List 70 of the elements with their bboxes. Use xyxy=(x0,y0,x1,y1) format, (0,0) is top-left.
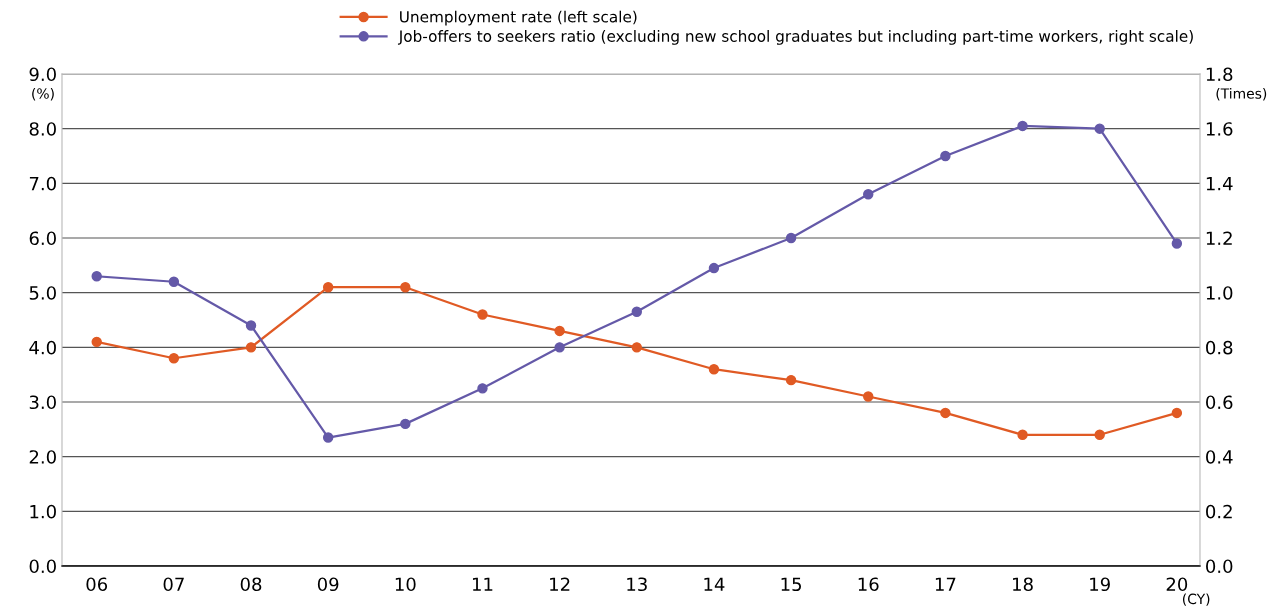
y-tick-label: 4.0 xyxy=(29,340,56,355)
point xyxy=(1017,429,1028,441)
y2-tick-label: 1.0 xyxy=(1206,286,1233,300)
point xyxy=(477,383,488,394)
y-tick-label: 0.0 xyxy=(29,559,56,574)
y2-tick-label: 0.6 xyxy=(1206,395,1233,410)
point xyxy=(1171,407,1183,419)
x-tick-label: 08 xyxy=(240,577,262,592)
y-tick-label: 2.0 xyxy=(29,450,56,464)
y-tick-label: 3.0 xyxy=(29,395,56,410)
y2-tick-label: 1.8 xyxy=(1206,67,1233,82)
point xyxy=(245,320,257,331)
point xyxy=(477,309,488,320)
point xyxy=(785,232,797,244)
y2-tick-label: 0.0 xyxy=(1206,559,1233,574)
x-tick-label: 20 xyxy=(1166,577,1188,592)
point xyxy=(322,432,334,443)
x-tick-label: 16 xyxy=(858,577,879,592)
point xyxy=(322,281,334,293)
point xyxy=(631,342,642,353)
x-tick-label: 15 xyxy=(781,577,801,592)
point xyxy=(940,407,951,419)
x-tick-label: 12 xyxy=(550,577,570,591)
text: (CY) xyxy=(1182,593,1210,606)
text: (Times) xyxy=(1216,88,1267,101)
point xyxy=(1017,120,1028,132)
y2-tick-label: 0.2 xyxy=(1206,504,1232,519)
point xyxy=(245,342,257,353)
point xyxy=(554,342,565,353)
x-tick-label: 09 xyxy=(317,577,339,592)
point xyxy=(631,306,642,318)
y2-tick-label: 1.4 xyxy=(1206,177,1233,191)
point xyxy=(1094,429,1105,441)
point xyxy=(1094,123,1105,134)
point xyxy=(863,189,874,200)
y-tick-label: 7.0 xyxy=(29,176,56,191)
x-tick-label: 19 xyxy=(1090,577,1110,592)
point xyxy=(554,325,565,337)
point xyxy=(708,262,720,274)
y-tick-label: 9.0 xyxy=(29,67,56,82)
legend-label: Job-offers to seekers ratio (excluding new school graduates but including part-time workers, right scale) xyxy=(397,30,1193,45)
y-tick-label: 5.0 xyxy=(29,286,56,300)
y-tick-label: 1.0 xyxy=(30,504,56,519)
x-tick-label: 06 xyxy=(86,577,108,592)
y-tick-label: 6.0 xyxy=(29,231,56,246)
text: (%) xyxy=(32,88,54,101)
y2-tick-label: 1.6 xyxy=(1206,122,1233,136)
point xyxy=(91,271,102,282)
point xyxy=(91,336,102,348)
x-tick-label: 11 xyxy=(472,577,493,591)
point xyxy=(1171,238,1183,249)
point xyxy=(400,281,411,293)
y2-tick-label: 0.8 xyxy=(1206,340,1233,355)
x-tick-label: 18 xyxy=(1013,577,1033,592)
point xyxy=(400,418,411,430)
y-tick-label: 8.0 xyxy=(29,122,56,136)
point xyxy=(708,363,720,375)
x-tick-label: 17 xyxy=(935,577,956,591)
point xyxy=(168,353,180,364)
x-tick-label: 10 xyxy=(395,577,416,592)
x-tick-label: 14 xyxy=(704,577,725,591)
y2-tick-label: 1.2 xyxy=(1206,231,1232,245)
x-tick-label: 07 xyxy=(163,577,184,592)
y2-tick-label: 0.4 xyxy=(1206,450,1233,464)
x-tick-label: 13 xyxy=(627,577,647,592)
point xyxy=(863,391,874,402)
point xyxy=(940,150,951,162)
legend-label: Unemployment rate (left scale) xyxy=(400,10,637,26)
point xyxy=(785,374,797,386)
point xyxy=(168,276,180,287)
